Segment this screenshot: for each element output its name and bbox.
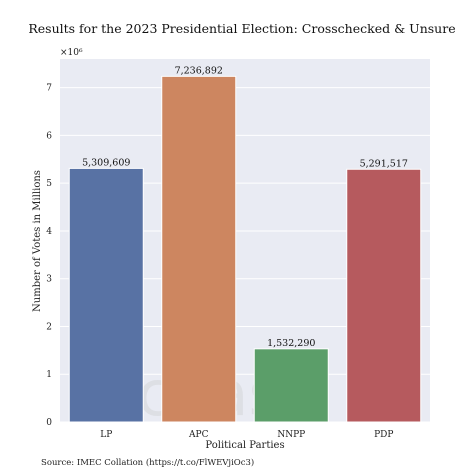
x-tick-label: APC	[188, 430, 209, 440]
y-tick-label: 5	[46, 179, 52, 189]
bars	[68, 75, 422, 423]
x-axis-ticks: LP APC NNPP PDP	[100, 430, 393, 440]
y-tick-label: 2	[46, 322, 52, 332]
x-tick-label: NNPP	[277, 430, 305, 440]
x-tick-label: LP	[100, 430, 112, 440]
y-tick-label: 0	[46, 418, 52, 428]
bar-nnpp	[253, 348, 329, 423]
x-tick-label: PDP	[374, 430, 393, 440]
bar-pdp	[346, 168, 422, 423]
bar-lp	[68, 167, 144, 423]
y-offset-text: ×10⁶	[60, 48, 83, 58]
data-label: 7,236,892	[175, 65, 223, 76]
y-tick-label: 6	[46, 131, 52, 141]
y-tick-label: 1	[46, 370, 52, 380]
data-label: 5,291,517	[360, 158, 408, 169]
y-tick-label: 3	[46, 275, 52, 285]
data-labels: 5,309,609 7,236,892 1,532,290 5,291,517	[82, 65, 408, 348]
y-axis-ticks: 0 1 2 3 4 5 6 7	[46, 84, 52, 428]
data-label: 5,309,609	[82, 157, 130, 168]
chart-title: Results for the 2023 Presidential Electi…	[28, 21, 455, 36]
bar-apc	[161, 75, 237, 423]
y-tick-label: 7	[46, 84, 52, 94]
y-tick-label: 4	[46, 227, 52, 237]
y-axis-label: Number of Votes in Millions	[32, 170, 43, 312]
source-note: Source: IMEC Collation (https://t.co/FlW…	[41, 457, 254, 468]
data-label: 1,532,290	[267, 338, 315, 349]
x-axis-label: Political Parties	[205, 440, 284, 451]
